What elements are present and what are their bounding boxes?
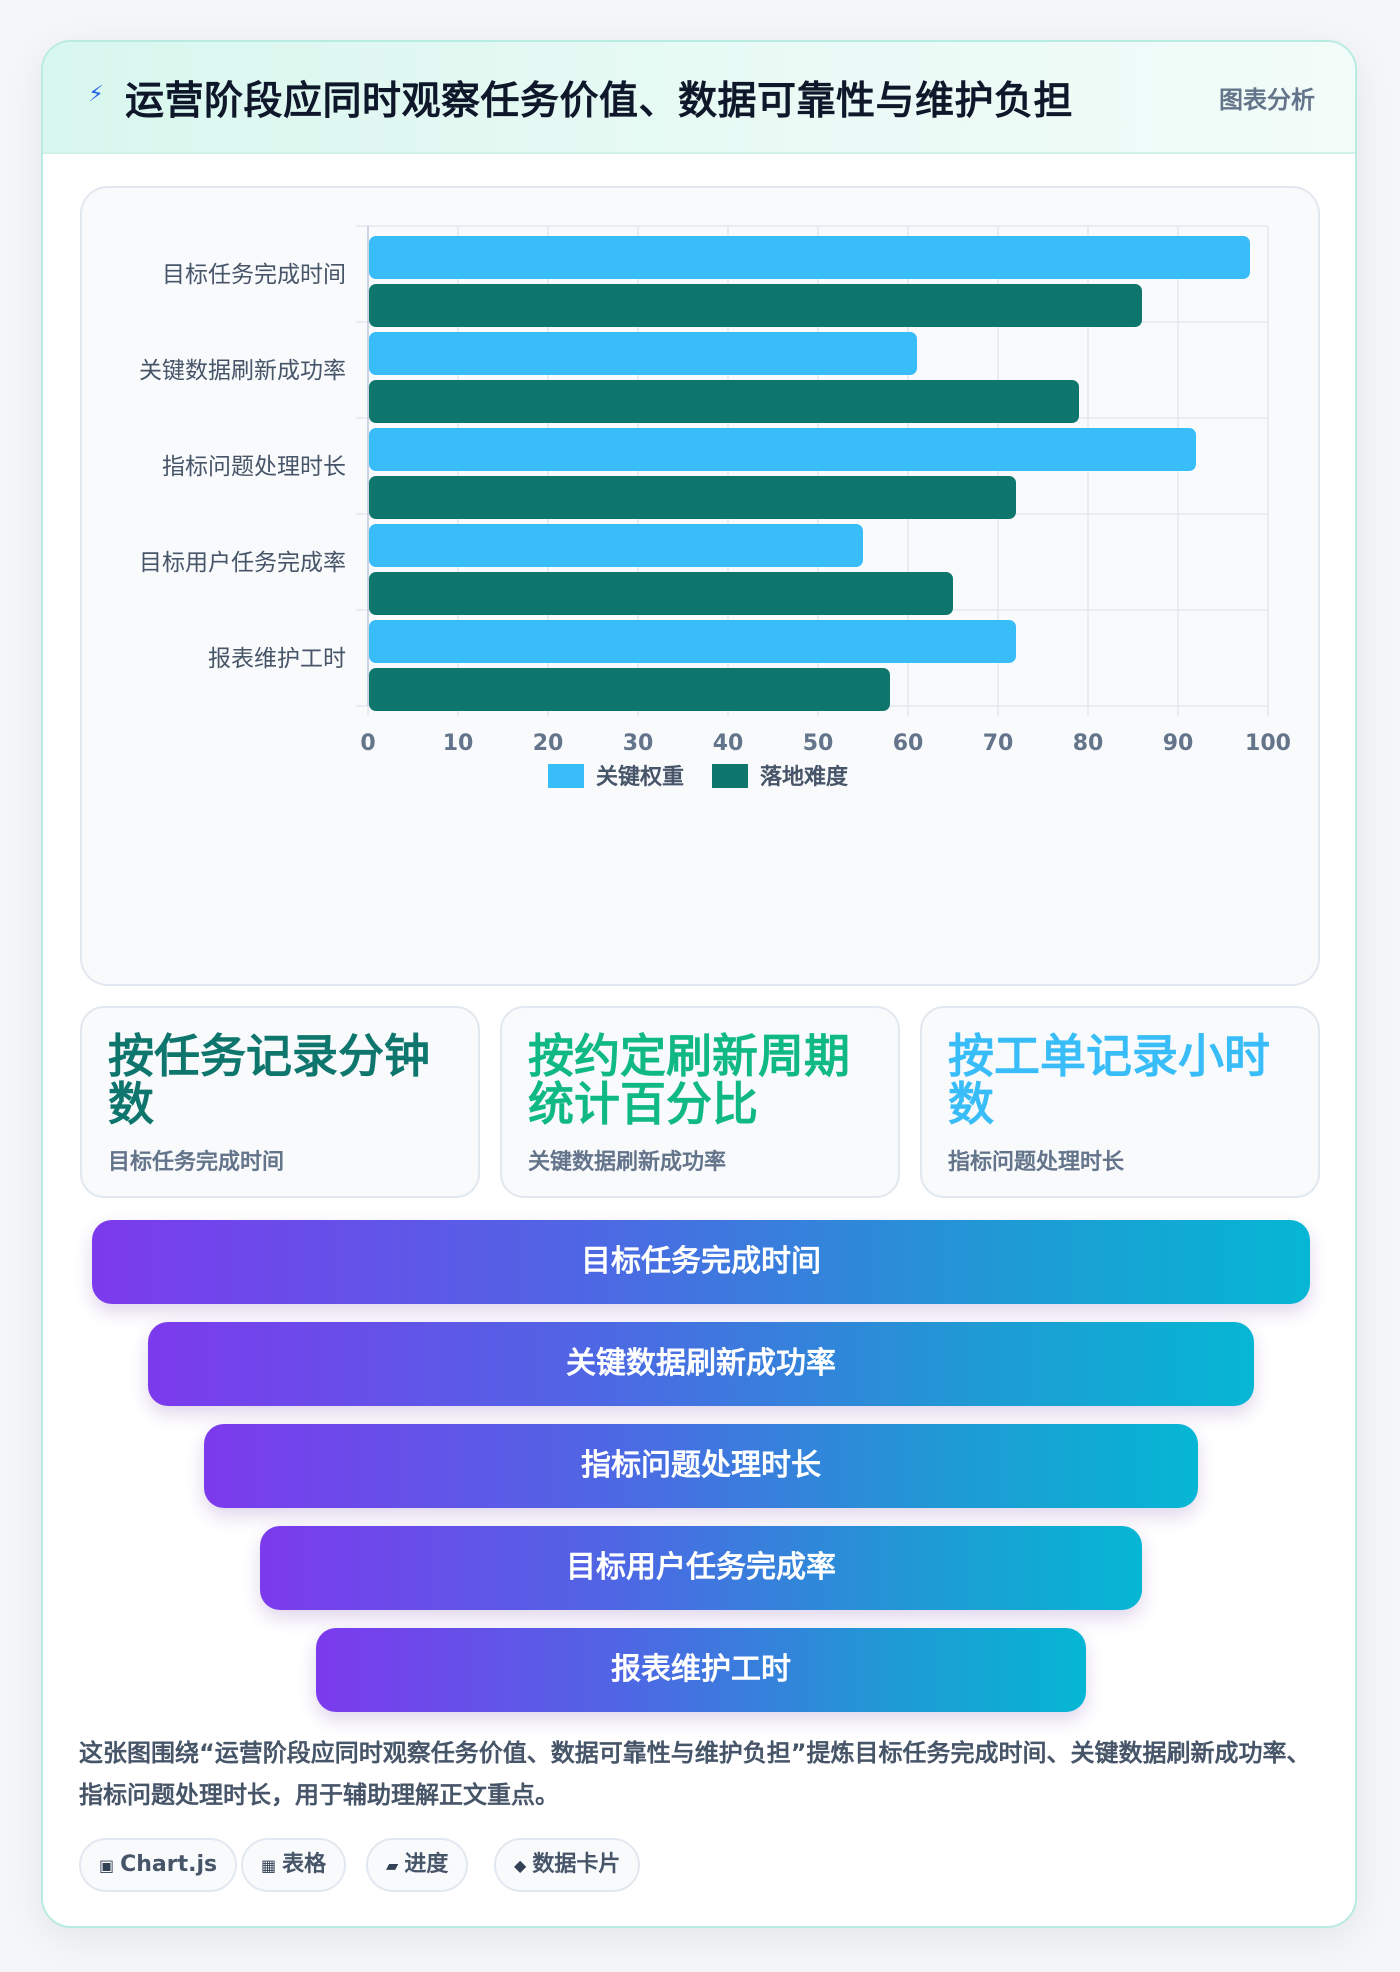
funnel-step-5: 报表维护工时	[316, 1628, 1086, 1712]
x-tick-label: 90	[1163, 731, 1194, 756]
bar-difficulty	[369, 380, 1079, 423]
table-icon: ▦	[261, 1856, 277, 1875]
tag-label: 进度	[404, 1852, 449, 1877]
tag-data-card: ◆ 数据卡片	[494, 1838, 641, 1892]
funnel-step-4: 目标用户任务完成率	[260, 1526, 1142, 1610]
page-title: 运营阶段应同时观察任务价值、数据可靠性与维护负担	[125, 79, 1074, 124]
bar-weight	[369, 332, 917, 375]
bar-weight	[369, 236, 1250, 279]
chart-description: 这张图围绕“运营阶段应同时观察任务价值、数据可靠性与维护负担”提炼目标任务完成时…	[79, 1739, 1311, 1809]
bar-difficulty	[369, 476, 1016, 519]
x-tick-label: 40	[713, 731, 744, 756]
x-tick-label: 30	[623, 731, 654, 756]
chart-panel: 目标任务完成时间关键数据刷新成功率指标问题处理时长目标用户任务完成率报表维护工时…	[80, 186, 1320, 986]
bar-weight	[369, 428, 1196, 471]
stat-label: 目标任务完成时间	[108, 1150, 285, 1175]
bar-difficulty	[369, 668, 890, 711]
category-label: 关键数据刷新成功率	[139, 358, 346, 384]
legend-swatch	[548, 764, 584, 788]
stat-value: 按工单记录小时数	[948, 1029, 1270, 1131]
stat-card-2: 按约定刷新周期统计百分比 关键数据刷新成功率	[500, 1006, 900, 1198]
tag-progress: ▰ 进度	[366, 1838, 469, 1892]
tag-label: Chart.js	[120, 1852, 218, 1877]
stat-value: 按约定刷新周期统计百分比	[528, 1029, 850, 1131]
x-tick-label: 100	[1245, 731, 1291, 756]
x-tick-label: 20	[533, 731, 564, 756]
bar-difficulty	[369, 572, 953, 615]
stat-card-1: 按任务记录分钟数 目标任务完成时间	[80, 1006, 480, 1198]
category-label: 报表维护工时	[208, 646, 346, 672]
x-tick-label: 50	[803, 731, 834, 756]
chart-icon: ▣	[99, 1856, 115, 1875]
category-label: 指标问题处理时长	[162, 454, 346, 480]
funnel-step-3: 指标问题处理时长	[204, 1424, 1198, 1508]
legend-label: 关键权重	[596, 764, 684, 790]
tag-label: 表格	[282, 1852, 327, 1877]
x-tick-label: 80	[1073, 731, 1104, 756]
tag-chartjs: ▣ Chart.js	[79, 1838, 238, 1892]
lightning-icon: ⚡	[88, 82, 104, 107]
stat-card-3: 按工单记录小时数 指标问题处理时长	[920, 1006, 1320, 1198]
legend-label: 落地难度	[760, 764, 849, 790]
bar-weight	[369, 620, 1016, 663]
x-tick-label: 10	[443, 731, 474, 756]
bar-difficulty	[369, 284, 1142, 327]
x-tick-label: 0	[360, 731, 375, 756]
chart-card: ⚡ 运营阶段应同时观察任务价值、数据可靠性与维护负担 图表分析 目标任务完成时间…	[41, 40, 1357, 1928]
category-label: 目标任务完成时间	[162, 262, 346, 288]
stat-label: 指标问题处理时长	[948, 1150, 1125, 1175]
bar-chart: 目标任务完成时间关键数据刷新成功率指标问题处理时长目标用户任务完成率报表维护工时…	[139, 225, 1291, 790]
stat-value: 按任务记录分钟数	[108, 1029, 430, 1131]
card-header: ⚡ 运营阶段应同时观察任务价值、数据可靠性与维护负担 图表分析	[43, 42, 1355, 154]
card-icon: ◆	[514, 1856, 527, 1875]
bar-weight	[369, 524, 863, 567]
stat-label: 关键数据刷新成功率	[528, 1150, 727, 1175]
x-tick-label: 60	[893, 731, 924, 756]
funnel-step-2: 关键数据刷新成功率	[148, 1322, 1254, 1406]
x-tick-label: 70	[983, 731, 1014, 756]
funnel-step-1: 目标任务完成时间	[92, 1220, 1310, 1304]
chart-analysis-tag: 图表分析	[1219, 86, 1315, 114]
progress-icon: ▰	[386, 1856, 399, 1875]
tag-table: ▦ 表格	[241, 1838, 347, 1892]
legend-swatch	[712, 764, 748, 788]
category-label: 目标用户任务完成率	[139, 550, 346, 576]
tag-label: 数据卡片	[532, 1852, 621, 1877]
